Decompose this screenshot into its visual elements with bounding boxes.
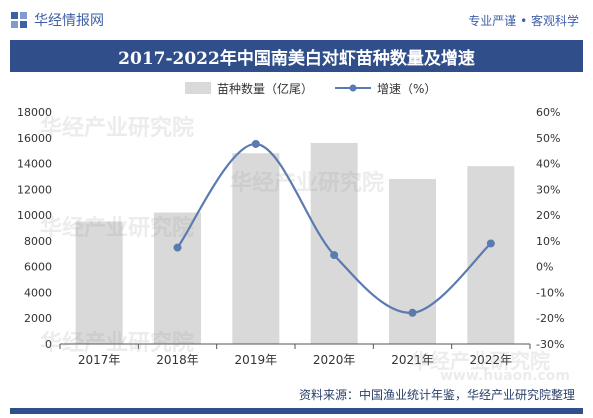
y-right-tick-label: -10%: [536, 286, 564, 299]
combo-chart: 苗种数量（亿尾） 增速（%） 0 2000 4000 6000 8000 10000 12000…: [17, 81, 564, 367]
bar: [154, 212, 201, 344]
legend-bar-swatch: [185, 82, 211, 94]
legend-line-label: 增速（%）: [377, 82, 436, 96]
y-left-tick-label: 2000: [24, 312, 52, 325]
legend-line-marker: [349, 84, 357, 92]
y-left-tick-label: 16000: [17, 132, 52, 145]
growth-point: [330, 251, 339, 260]
chart-title: 2017-2022年中国南美白对虾苗种数量及增速: [10, 40, 583, 72]
x-tick-label: 2020年: [313, 353, 356, 367]
chart-area: 苗种数量（亿尾） 增速（%） 0 2000 4000 6000 8000 10000 12000…: [0, 72, 593, 390]
y-left-tick-label: 12000: [17, 183, 52, 196]
footer-bar: [10, 408, 583, 414]
y-right-tick-label: 0%: [536, 261, 553, 274]
x-tick-label: 2017年: [78, 353, 121, 367]
y-right-tick-label: 20%: [536, 209, 560, 222]
y-right-tick-label: 10%: [536, 235, 560, 248]
legend-bar-label: 苗种数量（亿尾）: [217, 81, 313, 96]
logo-icon: [11, 12, 27, 28]
bar: [232, 153, 280, 344]
tagline: 专业严谨 • 客观科学: [468, 14, 579, 28]
y-right-tick-label: 30%: [536, 183, 560, 196]
y-right-tick-label: 40%: [536, 158, 560, 171]
x-tick-label: 2021年: [391, 353, 434, 367]
growth-line: [176, 142, 492, 314]
bar: [75, 221, 123, 344]
y-left-tick-label: 0: [45, 338, 52, 351]
growth-point: [251, 139, 260, 148]
x-tick-label: 2022年: [470, 353, 513, 367]
x-tick-label: 2018年: [156, 353, 199, 367]
footer: 资料来源：中国渔业统计年鉴，华经产业研究院整理: [0, 382, 593, 418]
y-left-tick-label: 6000: [24, 261, 52, 274]
y-left-tick-label: 8000: [24, 235, 52, 248]
y-left-tick-label: 4000: [24, 286, 52, 299]
x-tick-label: 2019年: [235, 353, 278, 367]
growth-point: [408, 308, 417, 317]
header: 华经情报网 专业严谨 • 客观科学: [0, 0, 593, 36]
brand-name: 华经情报网: [34, 13, 104, 29]
y-left-tick-label: 18000: [17, 106, 52, 119]
growth-point: [173, 243, 182, 252]
y-right-tick-label: -20%: [536, 312, 564, 325]
bar: [389, 179, 436, 344]
bar: [467, 166, 515, 344]
y-left-tick-label: 14000: [17, 158, 52, 171]
y-right-tick-label: -30%: [536, 338, 564, 351]
y-right-tick-label: 60%: [536, 106, 560, 119]
source-note: 资料来源：中国渔业统计年鉴，华经产业研究院整理: [298, 388, 575, 402]
y-right-tick-label: 50%: [536, 132, 560, 145]
bar: [310, 142, 358, 344]
brand[interactable]: 华经情报网: [10, 10, 104, 30]
y-left-tick-label: 10000: [17, 209, 52, 222]
growth-point: [486, 239, 495, 248]
